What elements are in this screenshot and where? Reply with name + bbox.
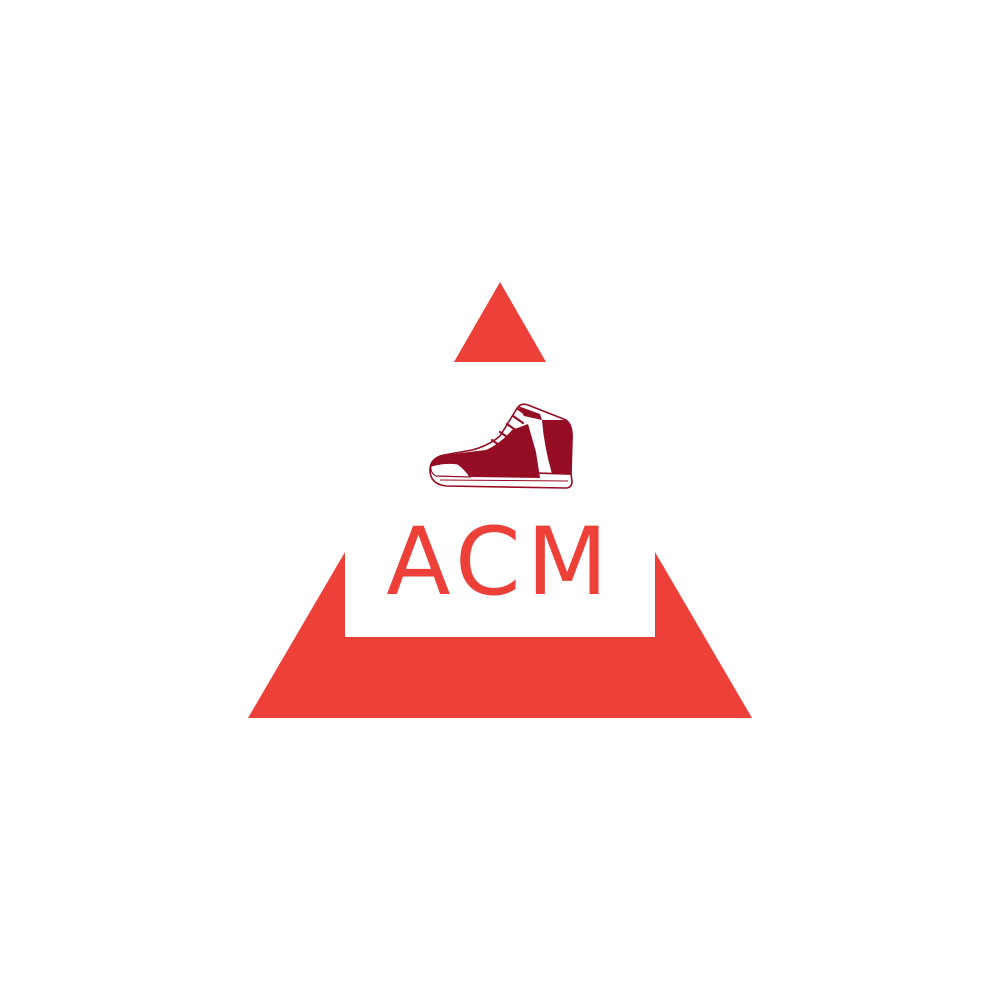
sneaker-laces: [490, 407, 529, 449]
top-triangle: [454, 282, 546, 362]
sneaker-collar: [518, 406, 542, 420]
sneaker-vamp-panel: [431, 424, 540, 478]
wordmark: ACM: [386, 508, 613, 617]
sneaker-icon: [429, 403, 573, 489]
base-trapezoid: [248, 552, 752, 718]
sneaker-toe-cap: [430, 462, 472, 478]
sneaker-heel-panel: [542, 420, 573, 474]
sneaker-sole-line: [439, 479, 569, 482]
